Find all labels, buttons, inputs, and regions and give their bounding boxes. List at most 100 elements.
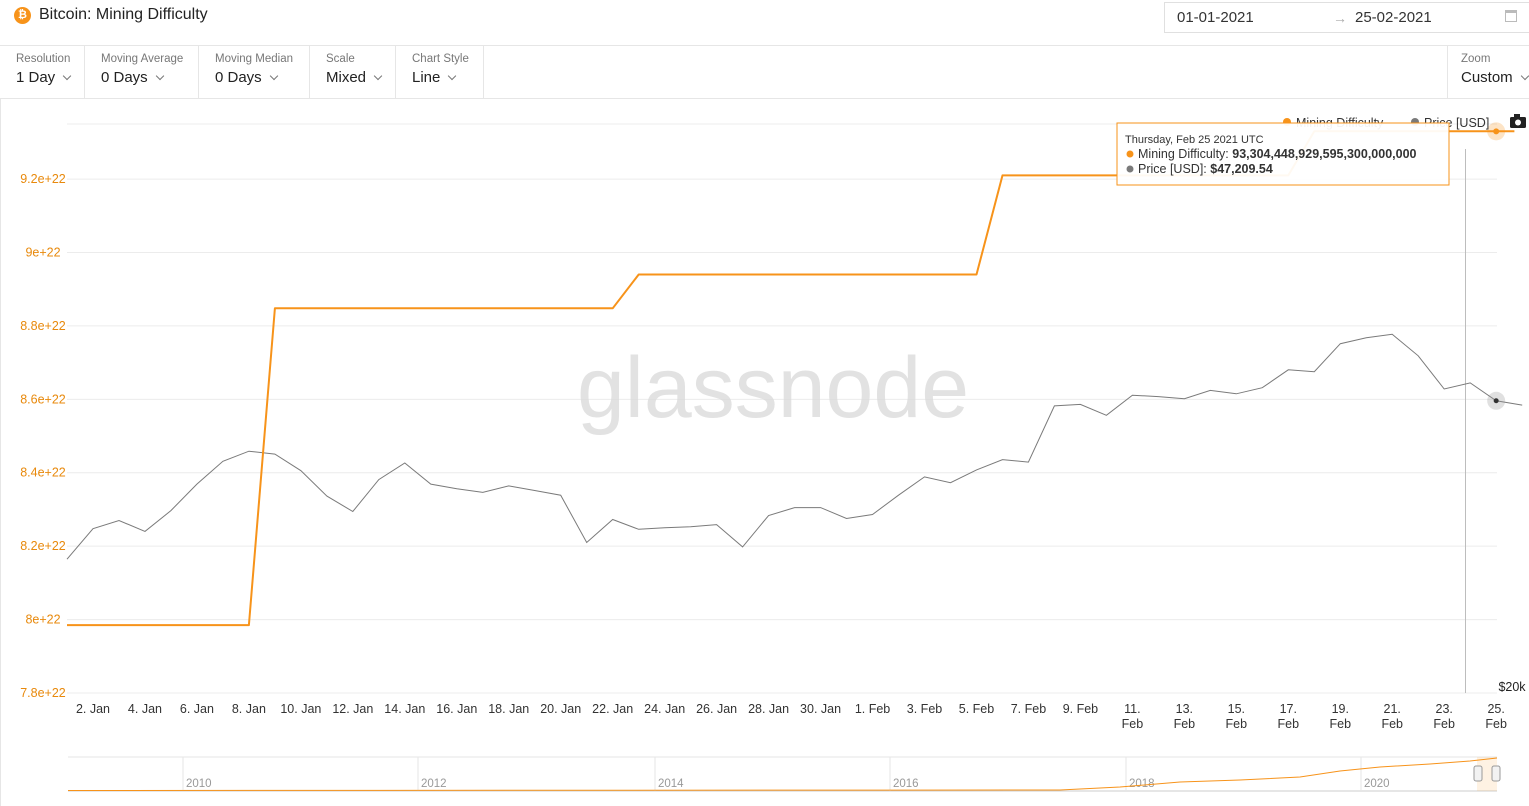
camera-icon[interactable]: [1510, 114, 1526, 128]
chevron-down-icon: [373, 71, 383, 81]
moving-median-dropdown[interactable]: Moving Median 0 Days: [199, 45, 310, 98]
hover-point-price: [1493, 398, 1499, 404]
navigator-year-label: 2012: [421, 778, 447, 790]
x-axis-tick-label: 4. Jan: [128, 702, 162, 716]
date-end-input[interactable]: 25-02-2021: [1355, 9, 1432, 26]
moving-median-value: 0 Days: [215, 69, 262, 86]
mining-difficulty-chart[interactable]: glassnode 7.8e+22 8e+22 8.2e+22 8.4e+22 8.6e…: [0, 99, 1529, 806]
scale-value: Mixed: [326, 69, 367, 86]
x-axis-tick-label: 19. Feb: [1329, 702, 1351, 731]
arrow-right-icon: →: [1333, 9, 1347, 26]
chevron-down-icon: [155, 71, 164, 81]
x-axis-tick-label: 6. Jan: [180, 702, 214, 716]
x-axis-tick-label: 7. Feb: [1011, 702, 1046, 716]
moving-average-label: Moving Average: [101, 53, 184, 65]
tooltip-price-label: Price [USD]:: [1138, 162, 1207, 176]
scale-dropdown[interactable]: Scale Mixed: [310, 45, 396, 98]
chevron-down-icon: [269, 71, 278, 81]
x-axis-tick-label: 30. Jan: [800, 702, 841, 716]
x-axis-tick-label: 21. Feb: [1381, 702, 1403, 731]
x-axis-tick-label: 2. Jan: [76, 702, 110, 716]
navigator-year-label: 2020: [1364, 778, 1390, 790]
tooltip-swatch-price: [1126, 165, 1134, 173]
x-axis-tick-label: 11. Feb: [1122, 702, 1144, 731]
hover-point-difficulty: [1493, 128, 1500, 135]
x-axis-labels: 2. Jan 4. Jan 6. Jan 8. Jan 10. Jan 12. Jan 14…: [76, 702, 1507, 731]
x-axis-tick-label: 5. Feb: [959, 702, 994, 716]
svg-text:Mining Difficulty: 93,30: Mining Difficulty: 93,304,448,929,595,30…: [1138, 147, 1417, 161]
navigator-series: [67, 757, 1498, 791]
x-axis-tick-label: 9. Feb: [1063, 702, 1098, 716]
scale-label: Scale: [326, 53, 355, 65]
title-wrap: ₿ Bitcoin: Mining Difficulty: [14, 6, 208, 24]
y-axis-tick-label: 8.6e+22: [20, 392, 66, 406]
y-axis-tick-label: 8.4e+22: [20, 466, 66, 480]
x-axis-tick-label: 10. Jan: [280, 702, 321, 716]
navigator-selection[interactable]: [1477, 757, 1497, 791]
navigator-year-label: 2016: [893, 778, 919, 790]
x-axis-tick-label: 15. Feb: [1226, 702, 1248, 731]
x-axis-tick-label: 16. Jan: [436, 702, 477, 716]
x-axis-tick-label: 20. Jan: [540, 702, 581, 716]
navigator-years: 2010 2012 2014 2016 2018 2020: [182, 757, 1390, 791]
tooltip-box: [1116, 122, 1450, 186]
zoom-value: Custom: [1461, 69, 1513, 86]
x-axis-tick-label: 23. Feb: [1433, 702, 1455, 731]
moving-median-label: Moving Median: [215, 53, 293, 65]
y-right-label: $20k: [1498, 680, 1526, 694]
tooltip-date: Thursday, Feb 25 2021 UTC: [1125, 134, 1264, 146]
header: ₿ Bitcoin: Mining Difficulty 01-01-2021 …: [0, 0, 1529, 46]
bitcoin-icon: ₿: [14, 6, 31, 24]
tooltip-difficulty-label: Mining Difficulty:: [1138, 147, 1229, 161]
watermark: glassnode: [577, 340, 969, 436]
x-axis-tick-label: 18. Jan: [488, 702, 529, 716]
tooltip: Thursday, Feb 25 2021 UTC Mining Difficu…: [1116, 122, 1450, 186]
navigator-year-label: 2010: [186, 778, 212, 790]
x-axis-tick-label: 25. Feb: [1485, 702, 1507, 731]
tooltip-swatch-difficulty: [1126, 150, 1134, 158]
x-axis-tick-label: 14. Jan: [384, 702, 425, 716]
y-axis-tick-label: 8e+22: [25, 613, 60, 627]
resolution-value: 1 Day: [16, 69, 56, 86]
navigator-year-label: 2018: [1129, 778, 1155, 790]
calendar-icon[interactable]: [1505, 10, 1517, 22]
x-axis-tick-label: 8. Jan: [232, 702, 266, 716]
chart-style-dropdown[interactable]: Chart Style Line: [396, 45, 484, 98]
x-axis-tick-label: 3. Feb: [907, 702, 942, 716]
chevron-down-icon: [448, 71, 457, 81]
tooltip-difficulty-value: 93,304,448,929,595,300,000,000: [1232, 147, 1416, 161]
navigator[interactable]: 2010 2012 2014 2016 2018 2020: [67, 756, 1501, 792]
chart-style-value: Line: [412, 69, 441, 86]
tooltip-price-value: $47,209.54: [1210, 162, 1273, 176]
x-axis-tick-label: 13. Feb: [1174, 702, 1196, 731]
x-axis-tick-label: 24. Jan: [644, 702, 685, 716]
y-axis-tick-label: 7.8e+22: [20, 686, 66, 700]
y-axis-tick-label: 9.2e+22: [20, 172, 66, 186]
svg-text:Price [USD]: $47,209.54: Price [USD]: $47,209.54: [1138, 162, 1273, 176]
price-line: [66, 333, 1523, 560]
date-range-picker[interactable]: 01-01-2021 → 25-02-2021: [1164, 2, 1529, 33]
x-axis-tick-label: 12. Jan: [332, 702, 373, 716]
x-axis-tick-label: 22. Jan: [592, 702, 633, 716]
date-start-input[interactable]: 01-01-2021: [1177, 9, 1254, 26]
resolution-dropdown[interactable]: Resolution 1 Day: [0, 45, 85, 98]
panel-border: [0, 99, 1, 806]
zoom-label: Zoom: [1461, 53, 1491, 65]
resolution-label: Resolution: [16, 53, 71, 65]
x-axis-tick-label: 1. Feb: [855, 702, 890, 716]
chart-style-label: Chart Style: [412, 53, 469, 65]
x-axis-tick-label: 26. Jan: [696, 702, 737, 716]
moving-average-value: 0 Days: [101, 69, 148, 86]
moving-average-dropdown[interactable]: Moving Average 0 Days: [85, 45, 199, 98]
page-title: Bitcoin: Mining Difficulty: [39, 6, 208, 23]
x-axis-tick-label: 28. Jan: [748, 702, 789, 716]
navigator-year-label: 2014: [658, 778, 684, 790]
chevron-down-icon: [1520, 71, 1529, 81]
y-axis-tick-label: 9e+22: [25, 245, 60, 259]
chart-controls: Resolution 1 Day Moving Average 0 Days M…: [0, 45, 1529, 99]
zoom-dropdown[interactable]: Zoom Custom: [1447, 45, 1529, 98]
navigator-handle-right[interactable]: [1491, 765, 1501, 782]
chevron-down-icon: [62, 71, 72, 81]
y-axis-labels: 7.8e+22 8e+22 8.2e+22 8.4e+22 8.6e+22 8.8e+22…: [20, 172, 66, 700]
navigator-handle-left[interactable]: [1473, 765, 1483, 782]
